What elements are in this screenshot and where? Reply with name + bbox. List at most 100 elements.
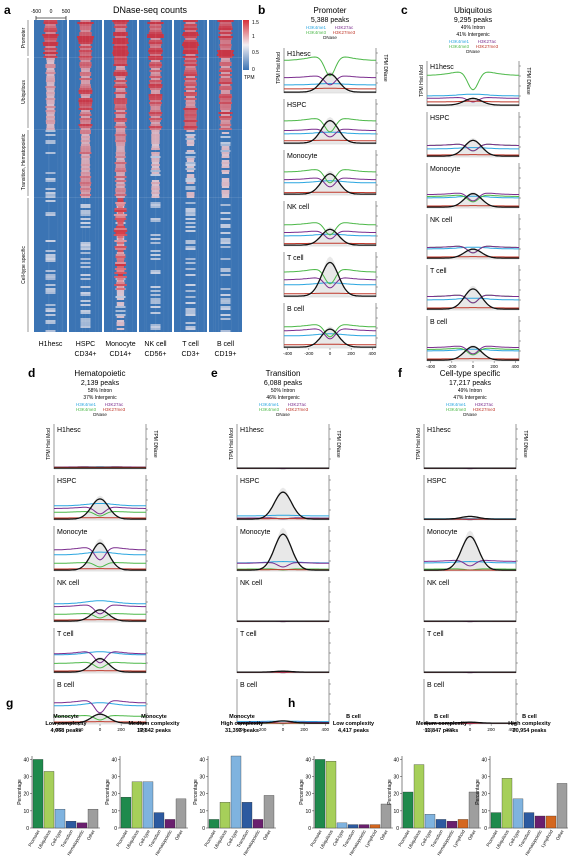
bar-y-tick: 20 (305, 792, 311, 798)
profile-row: B cell (423, 679, 518, 725)
profile-series-h3k4me3 (427, 194, 519, 203)
heatmap-col-label-line2: CD14+ (110, 351, 132, 358)
x-tick-label: 400 (369, 351, 377, 356)
bar-y-tick: 20 (111, 792, 117, 798)
bar-transition (347, 824, 359, 829)
profile-series-h3k27ac (237, 561, 329, 568)
heatmap-col-label-line2: CD56+ (145, 351, 167, 358)
x-tick-label: -200 (74, 727, 84, 732)
bar-chart-title-1: B cell (434, 714, 449, 720)
profile-series-dnase (424, 721, 516, 724)
bar-chart-title-3: 20,954 peaks (513, 728, 547, 734)
profile-series-h3k27me3 (427, 100, 519, 103)
bar-y-tick: 0 (396, 826, 399, 832)
scale-tick-right: 500 (62, 9, 71, 15)
bar-hematopoietic (358, 824, 370, 829)
profile-cell-label: B cell (57, 682, 75, 689)
legend-h3k4me3: H3K4me3 (446, 407, 467, 412)
heatmap-col-label-line2: CD19+ (215, 351, 237, 358)
legend-h3k4me1: H3K4me1 (446, 402, 467, 407)
legend-h3k4me1: H3K4me1 (76, 402, 97, 407)
profile-series-h3k27ac (427, 294, 519, 304)
heatmap-col-label-line2: CD34+ (75, 351, 97, 358)
bar-category-label: Other (174, 829, 184, 842)
panel-e-intron: 50% Intron (271, 388, 295, 394)
x-tick-label: 0 (469, 727, 472, 732)
profile-row: B cell (426, 316, 521, 362)
legend-dnase: DNase (463, 412, 477, 417)
panel-d-letter: d (28, 366, 35, 380)
heatmap-col-label-line1: B cell (217, 341, 235, 348)
bar-other (175, 798, 187, 829)
x-tick-label: -200 (444, 727, 454, 732)
x-tick-label: 200 (487, 727, 495, 732)
profile-cell-label: B cell (240, 682, 258, 689)
profile-series-h3k4me3 (284, 118, 376, 133)
bar-ubiquitous (131, 781, 143, 829)
bar-y-tick: 30 (481, 775, 487, 781)
profile-series-h3k27ac (284, 230, 376, 240)
profile-row: T cell (53, 628, 148, 674)
legend-h3k4me3: H3K4me3 (76, 407, 97, 412)
profile-row: T cell (283, 252, 378, 298)
profile-series-h3k27ac (284, 277, 376, 289)
profile-series-h3k27me3 (284, 87, 376, 90)
left-axis-label: TPM Hist Mod (276, 52, 282, 84)
legend-h3k4me3: H3K4me3 (306, 30, 327, 35)
panel-f-intron: 49% Intron (458, 388, 482, 394)
bar-y-label: Percentage (387, 779, 393, 805)
profile-cell-label: B cell (287, 306, 305, 313)
colorbar-tick-2: 1 (252, 34, 255, 40)
x-tick-label: 400 (509, 727, 517, 732)
profile-cell-label: B cell (427, 682, 445, 689)
scale-tick-left: -500 (31, 9, 41, 15)
left-axis-label: TPM Hist Mod (229, 428, 235, 460)
profile-row: NK cell (283, 201, 378, 247)
profile-series-h3k27ac (427, 245, 519, 254)
heatmap-column-labels: H1hesc HSPC CD34+ Monocyte CD14+ NK cell CD56+… (39, 341, 237, 358)
profile-cell-label: Monocyte (57, 529, 87, 536)
x-tick-label: 0 (472, 364, 475, 369)
profile-series-h3k4me1 (427, 297, 519, 301)
x-tick-label: 200 (300, 727, 308, 732)
profile-series-h3k4me1 (284, 233, 376, 237)
bar-y-tick: 30 (111, 775, 117, 781)
panel-a: a DNase-seq counts -500 0 500 Promoter U… (4, 3, 259, 358)
x-tick-label: 200 (117, 727, 125, 732)
profile-cell-label: Monocyte (427, 529, 457, 536)
panel-f-peaks: 17,217 peaks (449, 380, 492, 387)
panel-c-intron: 49% Intron (461, 25, 485, 31)
profile-series-h3k4me3 (284, 56, 376, 77)
profile-series-h3k4me1 (54, 600, 146, 605)
legend-h3k27ac: H3K27ac (105, 402, 124, 407)
profile-series-h3k27ac (284, 177, 376, 188)
bar-other (263, 795, 275, 829)
panel-f-intergenic: 47% Intergenic (453, 395, 487, 401)
profile-series-h3k4me1 (427, 348, 519, 352)
panel-e-letter: e (211, 366, 218, 380)
profile-series-dnase (284, 328, 376, 348)
right-axis-label: TPM DNase (382, 54, 388, 81)
bar-hematopoietic (534, 815, 546, 829)
bar-transition (435, 819, 447, 829)
x-tick-label: -400 (236, 727, 246, 732)
bar-cell-type (54, 808, 66, 829)
x-tick-label: -200 (304, 351, 314, 356)
colorbar-tick-3: 0.5 (252, 50, 259, 56)
legend-h3k4me3: H3K4me3 (449, 44, 470, 49)
profile-series-dnase (424, 515, 516, 520)
heatmap-col-label-line1: HSPC (76, 341, 95, 348)
panel-g-letter: g (6, 696, 13, 710)
profile-row: H1hesc (53, 424, 148, 470)
profile-series-h3k27ac (54, 604, 146, 615)
profile-series-h3k27ac (54, 506, 146, 515)
panel-c-letter: c (401, 3, 408, 17)
bar-category-label: Other (262, 829, 272, 842)
x-tick-label: -200 (447, 364, 457, 369)
profile-series-dnase (427, 345, 519, 361)
left-axis-label: TPM Hist Mod (419, 65, 425, 97)
